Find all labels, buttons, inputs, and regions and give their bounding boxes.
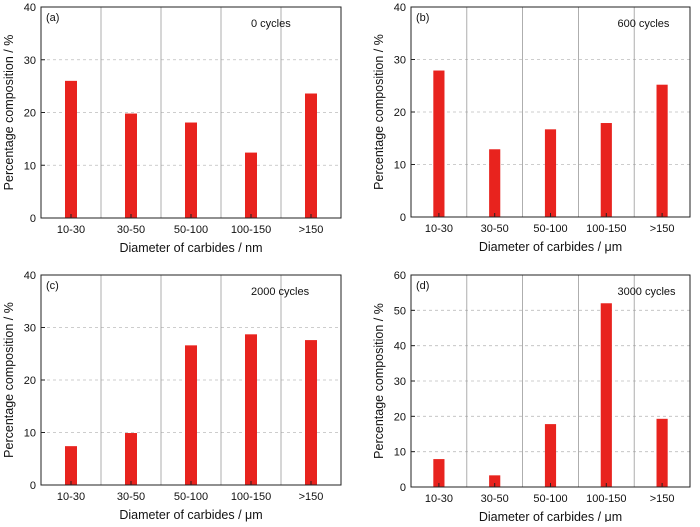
bar-100-150 xyxy=(600,123,612,217)
chart-panel-3: 0 10 20 30 40 10-30 30-50 50-100 100-150 >150 Diam… xyxy=(2,270,342,522)
bar-10-30 xyxy=(433,459,445,487)
x-tick-label: 100-150 xyxy=(586,223,626,235)
y-tick-label: 10 xyxy=(394,160,406,172)
x-tick-label: 10-30 xyxy=(425,493,453,505)
y-tick-label: 50 xyxy=(394,305,406,317)
bar-100-150 xyxy=(600,303,612,487)
y-tick-label: 0 xyxy=(400,482,406,494)
x-tick-label: 100-150 xyxy=(231,491,271,503)
panel-label: (c) xyxy=(46,280,59,292)
y-tick-label: 30 xyxy=(24,55,36,67)
bar-30-50 xyxy=(125,433,137,485)
x-axis-label: Diameter of carbides / nm xyxy=(119,241,262,255)
x-tick-label: >150 xyxy=(299,491,324,503)
x-tick-label: 10-30 xyxy=(425,223,453,235)
y-axis-label: Percentage composition / % xyxy=(2,302,16,458)
x-tick-label: 30-50 xyxy=(481,493,509,505)
y-tick-label: 10 xyxy=(394,447,406,459)
bar-50-100 xyxy=(185,122,197,218)
x-tick-label: 50-100 xyxy=(533,493,567,505)
bar-10-30 xyxy=(433,70,445,218)
bar-gt150 xyxy=(656,84,668,217)
bar-50-100 xyxy=(544,424,557,487)
x-tick-label: 30-50 xyxy=(117,224,145,236)
y-tick-label: 0 xyxy=(400,212,406,224)
bar-100-150 xyxy=(245,334,257,485)
chart-panel-2: 0 10 20 30 40 10-30 30-50 50-100 100-150 >150 Diam… xyxy=(372,2,691,254)
cycles-annotation: 3000 cycles xyxy=(617,286,676,298)
y-tick-label: 30 xyxy=(394,376,406,388)
y-tick-label: 20 xyxy=(394,411,406,423)
x-axis-label: Diameter of carbides / μm xyxy=(479,510,622,522)
x-tick-label: 100-150 xyxy=(586,493,626,505)
bar-30-50 xyxy=(125,113,137,218)
y-tick-label: 0 xyxy=(30,480,36,492)
panel-label: (b) xyxy=(416,12,429,24)
y-axis-label: Percentage composition / % xyxy=(2,35,16,191)
y-tick-label: 40 xyxy=(24,2,36,14)
y-tick-label: 10 xyxy=(24,428,36,440)
x-tick-label: >150 xyxy=(299,224,324,236)
y-tick-label: 20 xyxy=(24,375,36,387)
cycles-annotation: 600 cycles xyxy=(617,18,669,30)
bar-30-50 xyxy=(489,475,501,487)
y-tick-label: 60 xyxy=(394,270,406,282)
x-tick-label: 30-50 xyxy=(117,491,145,503)
x-tick-label: 50-100 xyxy=(174,224,208,236)
y-tick-label: 10 xyxy=(24,160,36,172)
bar-gt150 xyxy=(305,340,317,485)
bar-gt150 xyxy=(305,93,317,218)
x-axis-label: Diameter of carbides / μm xyxy=(479,240,622,254)
y-tick-label: 20 xyxy=(394,107,406,119)
y-tick-label: 40 xyxy=(394,341,406,353)
x-tick-label: >150 xyxy=(650,493,675,505)
panel-label: (d) xyxy=(416,280,429,292)
x-axis-label: Diameter of carbides / μm xyxy=(119,508,262,522)
x-tick-label: 30-50 xyxy=(481,223,509,235)
y-axis-label: Percentage composition / % xyxy=(372,34,386,190)
cycles-annotation: 0 cycles xyxy=(251,18,291,30)
cycles-annotation: 2000 cycles xyxy=(251,286,310,298)
bar-50-100 xyxy=(185,345,197,485)
y-tick-label: 40 xyxy=(24,270,36,282)
bar-30-50 xyxy=(489,149,501,217)
y-axis-label: Percentage composition / % xyxy=(372,303,386,459)
bar-100-150 xyxy=(245,152,257,218)
x-tick-label: 10-30 xyxy=(57,491,85,503)
chart-panel-1: 0 10 20 30 40 10-30 30-50 50-100 100-150 >150 Diam… xyxy=(2,2,342,255)
bar-10-30 xyxy=(65,80,77,218)
x-tick-label: 10-30 xyxy=(57,224,85,236)
x-tick-label: 50-100 xyxy=(174,491,208,503)
y-tick-label: 20 xyxy=(24,108,36,120)
bar-10-30 xyxy=(65,446,77,485)
y-tick-label: 0 xyxy=(30,213,36,225)
panel-label: (a) xyxy=(46,12,59,24)
x-tick-label: >150 xyxy=(650,223,675,235)
bar-50-100 xyxy=(544,129,557,217)
chart-panel-4: 0 10 20 30 40 50 60 10-30 30-50 50-100 100-150 >150… xyxy=(372,270,691,524)
y-tick-label: 40 xyxy=(394,2,406,14)
y-tick-label: 30 xyxy=(24,323,36,335)
x-tick-label: 100-150 xyxy=(231,224,271,236)
bar-gt150 xyxy=(656,418,668,487)
y-tick-label: 30 xyxy=(394,55,406,67)
x-tick-label: 50-100 xyxy=(533,223,567,235)
